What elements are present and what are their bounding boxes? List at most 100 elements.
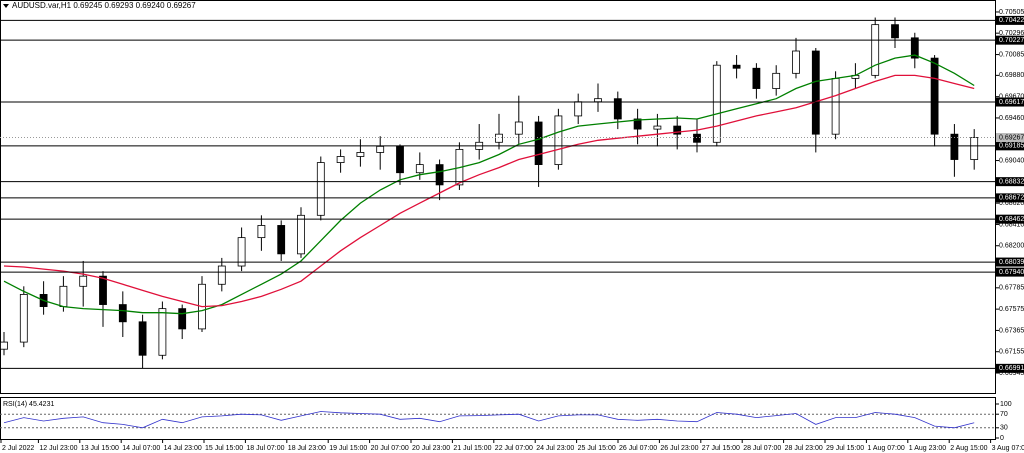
y-tick-label: 0.70296: [999, 30, 1024, 37]
x-tick-label: 28 Jul 07:00: [743, 445, 781, 452]
candle-body: [376, 145, 385, 153]
level-box: [996, 141, 1024, 151]
moving-average: [3, 74, 975, 308]
candle-body: [277, 225, 286, 255]
candle-body: [435, 164, 444, 186]
candle-body: [613, 98, 622, 120]
level-label: 0.70422: [999, 17, 1024, 24]
current-price-label: 0.69267: [999, 134, 1024, 141]
moving-average: [3, 54, 975, 315]
candle-body: [396, 145, 404, 174]
y-tick-label: 0.69880: [999, 72, 1024, 79]
x-tick-label: 25 Jul 15:00: [578, 445, 616, 452]
rsi-line: [3, 411, 975, 429]
candle-body: [99, 275, 107, 305]
candle-body: [554, 115, 563, 166]
candle-body: [930, 57, 939, 135]
candle-body: [495, 133, 503, 143]
x-tick-label: 14 Jul 07:00: [122, 445, 160, 452]
x-tick-label: 1 Aug 23:00: [909, 445, 946, 452]
candle-body: [594, 98, 602, 103]
candle-body: [534, 121, 543, 166]
level-box: [996, 267, 1024, 277]
candle-body: [910, 37, 919, 59]
y-tick-label: 0.68410: [999, 221, 1024, 228]
x-tick-label: 20 Jul 07:00: [371, 445, 409, 452]
x-tick-label: 13 Jul 15:00: [81, 445, 119, 452]
candle-body: [257, 225, 266, 239]
candle-body: [673, 125, 682, 135]
x-tick-label: 2 Aug 15:00: [950, 445, 987, 452]
level-label: 0.68039: [999, 259, 1024, 266]
level-label: 0.69617: [999, 99, 1024, 106]
level-box: [996, 363, 1024, 373]
candle-body: [415, 164, 424, 174]
candle-body: [693, 133, 701, 143]
level-box: [996, 214, 1024, 224]
y-tick-label: 0.70505: [999, 9, 1024, 16]
candle-body: [752, 67, 761, 89]
candle-body: [158, 308, 167, 356]
candle-body: [297, 214, 305, 255]
x-tick-label: 26 Jul 23:00: [660, 445, 698, 452]
level-label: 0.70227: [999, 37, 1024, 44]
y-tick-label: 0.67785: [999, 285, 1024, 292]
x-tick-label: 27 Jul 15:00: [702, 445, 740, 452]
rsi-tick-label: 70: [1000, 411, 1008, 418]
x-tick-label: 3 Aug 07:00: [992, 445, 1024, 452]
candle-body: [871, 24, 880, 76]
candle-body: [574, 101, 583, 117]
candle-body: [891, 24, 899, 39]
y-tick-label: 0.70085: [999, 51, 1024, 58]
y-tick-label: 0.69670: [999, 93, 1024, 100]
x-tick-label: 12 Jul 23:00: [39, 445, 77, 452]
level-box: [996, 35, 1024, 45]
x-tick-label: 24 Jul 23:00: [536, 445, 574, 452]
level-label: 0.68832: [999, 178, 1024, 185]
candle-body: [356, 152, 365, 157]
rsi-tick-label: 30: [1000, 425, 1008, 432]
x-tick-label: 15 Jul 15:00: [205, 445, 243, 452]
y-tick-label: 0.68200: [999, 243, 1024, 250]
current-price-box: [996, 133, 1024, 143]
candle-body: [831, 77, 840, 135]
y-tick-label: 0.68620: [999, 200, 1024, 207]
x-tick-label: 1 Aug 07:00: [867, 445, 904, 452]
candle-body: [950, 133, 959, 160]
rsi-title: RSI(14) 45.4231: [3, 401, 54, 408]
candle-body: [0, 341, 8, 350]
rsi-tick-label: 0: [1000, 435, 1004, 442]
candle-body: [118, 304, 127, 323]
candle-body: [811, 50, 820, 135]
x-tick-label: 2 Jul 2022: [2, 445, 34, 452]
candle-body: [217, 265, 226, 285]
candle-body: [138, 321, 147, 356]
rsi-tick-label: 100: [1000, 401, 1012, 408]
candle-body: [514, 121, 523, 135]
level-box: [996, 97, 1024, 107]
y-tick-label: 0.67155: [999, 349, 1024, 356]
rsi-pane: [0, 397, 996, 440]
level-label: 0.69185: [999, 143, 1024, 150]
x-tick-label: 28 Jul 23:00: [785, 445, 823, 452]
level-label: 0.66991: [999, 365, 1024, 372]
y-tick-label: 0.69040: [999, 157, 1024, 164]
y-tick-label: 0.67365: [999, 327, 1024, 334]
candle-body: [336, 156, 345, 163]
level-label: 0.68462: [999, 216, 1024, 223]
candle-body: [316, 162, 325, 216]
level-box: [996, 177, 1024, 187]
x-tick-label: 29 Jul 15:00: [826, 445, 864, 452]
candle-body: [178, 308, 187, 330]
x-tick-label: 14 Jul 23:00: [164, 445, 202, 452]
x-tick-label: 26 Jul 07:00: [619, 445, 657, 452]
level-box: [996, 193, 1024, 203]
candle-body: [732, 64, 741, 69]
candle-body: [772, 72, 781, 89]
candle-body: [633, 118, 642, 130]
x-tick-label: 18 Jul 07:00: [246, 445, 284, 452]
y-tick-label: 0.66945: [999, 370, 1024, 377]
x-tick-label: 18 Jul 23:00: [288, 445, 326, 452]
